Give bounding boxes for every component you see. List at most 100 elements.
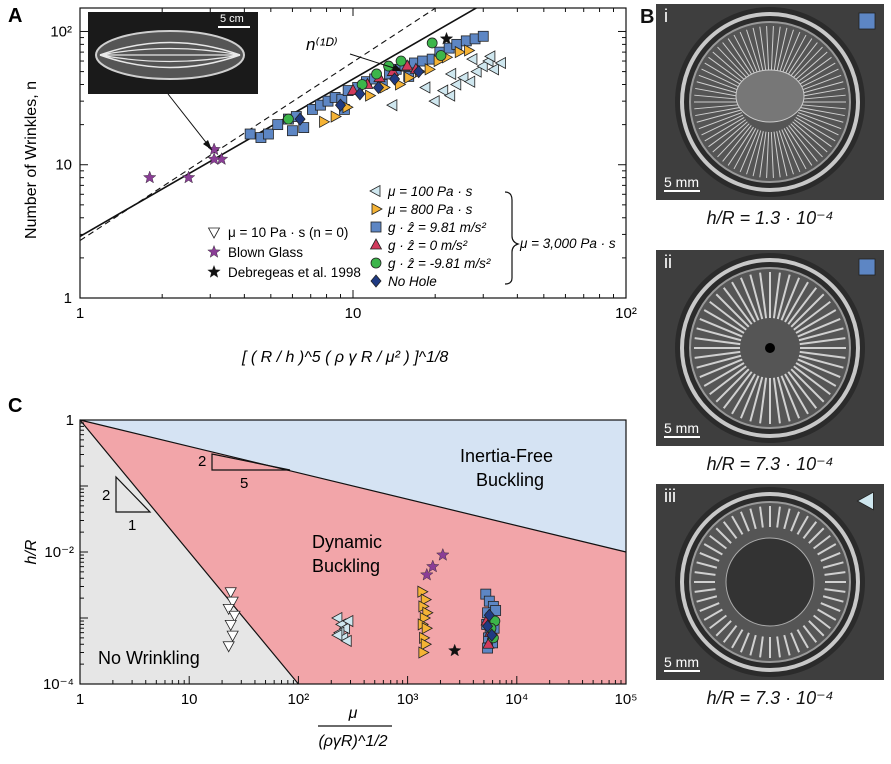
a-point bbox=[181, 170, 196, 184]
a-point bbox=[356, 79, 368, 90]
region-inertia-free-line1: Inertia-Free bbox=[460, 446, 553, 466]
a-point bbox=[365, 89, 377, 102]
panel-c-data-points bbox=[222, 547, 502, 659]
a-point bbox=[372, 80, 385, 95]
brace-label: μ = 3,000 Pa · s bbox=[519, 236, 616, 251]
inset-pointer-arrow bbox=[167, 93, 213, 151]
c-point bbox=[226, 630, 239, 642]
c-point bbox=[420, 638, 433, 651]
panel-a-ylabel: Number of Wrinkles, n bbox=[23, 81, 40, 239]
c-x-tick-label: 10⁴ bbox=[505, 691, 528, 708]
legend-marker bbox=[370, 257, 382, 269]
boundary-lower bbox=[79, 419, 299, 685]
photo-marker-square bbox=[858, 12, 876, 30]
c-point bbox=[482, 619, 494, 633]
a-point bbox=[389, 72, 401, 86]
a-point bbox=[294, 112, 306, 126]
a-point bbox=[346, 83, 360, 95]
inset-scale-label: 5 cm bbox=[220, 13, 244, 25]
c-point bbox=[226, 596, 239, 608]
c-point bbox=[338, 622, 350, 635]
c-point bbox=[421, 622, 434, 635]
a-point bbox=[319, 115, 331, 128]
a-point bbox=[464, 44, 476, 57]
theory-label: n⁽¹ᴰ⁾ bbox=[306, 35, 338, 54]
region-dynamic-line2: Buckling bbox=[312, 556, 380, 576]
photo-scale-label: 5 mm bbox=[664, 420, 699, 436]
theory-arrow-head bbox=[392, 64, 402, 71]
c-point bbox=[482, 637, 495, 649]
inset-photo-blown-glass: 5 cm bbox=[88, 12, 258, 94]
a-point bbox=[207, 152, 221, 165]
c-x-tick-label: 1 bbox=[76, 691, 84, 708]
photo-ii: ii 5 mm bbox=[656, 250, 884, 446]
photo-drawing bbox=[656, 4, 884, 200]
slope-triangle-2-5 bbox=[211, 453, 291, 471]
a-point bbox=[334, 98, 347, 112]
a-point bbox=[272, 119, 284, 131]
panel-c-ylabel: h/R bbox=[23, 539, 40, 564]
a-point bbox=[449, 78, 462, 91]
inset-arrow-head bbox=[203, 140, 212, 150]
photo-scale-label: 5 mm bbox=[664, 654, 699, 670]
theory-pointer bbox=[349, 53, 401, 71]
c-point bbox=[340, 634, 352, 648]
a-point bbox=[435, 50, 447, 61]
a-point bbox=[244, 128, 256, 140]
c-y-tick-label: 10⁻² bbox=[44, 544, 74, 561]
region-inertia-free-line2: Buckling bbox=[476, 470, 544, 490]
c-y-tick-label: 10⁻⁴ bbox=[43, 676, 74, 693]
panel-a-letter: A bbox=[8, 5, 22, 27]
c-x-tick-label: 10² bbox=[288, 691, 310, 708]
photo-iii: iii 5 mm bbox=[656, 484, 884, 680]
photo-caption: h/R = 1.3 · 10⁻⁴ bbox=[706, 208, 834, 228]
a-x-tick-label: 10 bbox=[345, 305, 362, 322]
a-y-tick-label: 1 bbox=[64, 290, 72, 307]
a-point bbox=[470, 65, 482, 78]
legend-label: g · ẑ = -9.81 m/s² bbox=[388, 256, 491, 271]
a-point bbox=[424, 63, 436, 76]
panel-a-tick-marks: 11 10 10 10² 10² bbox=[50, 8, 637, 322]
boundary-upper bbox=[79, 419, 627, 553]
c-point bbox=[224, 587, 237, 599]
photo-caption: h/R = 7.3 · 10⁻⁴ bbox=[706, 688, 834, 708]
c-point bbox=[342, 614, 354, 628]
c-point bbox=[483, 608, 495, 622]
photo-scale-bar bbox=[664, 436, 700, 438]
slope-2-5-run: 5 bbox=[240, 475, 248, 492]
a-point bbox=[444, 67, 457, 81]
panel-c-xlabel-numerator: μ bbox=[348, 705, 358, 722]
a-point bbox=[419, 81, 431, 94]
slope-triangle-2-1 bbox=[115, 475, 152, 513]
slope-2-1-rise: 2 bbox=[102, 487, 110, 504]
a-y-tick-label: 10 bbox=[55, 157, 72, 174]
legend-label: g · ẑ = 9.81 m/s² bbox=[388, 220, 486, 235]
photo-scale-bar bbox=[664, 670, 700, 672]
c-point bbox=[447, 643, 462, 657]
a-point bbox=[330, 110, 342, 123]
panel-c-tick-marks: 1 10 10² 10³ 10⁴ 10⁵ 1 10⁻² 10⁻⁴ bbox=[43, 412, 638, 708]
photo-roman-label: i bbox=[664, 6, 668, 26]
legend-label: μ = 800 Pa · s bbox=[387, 202, 473, 217]
c-point bbox=[486, 628, 498, 642]
a-point bbox=[428, 94, 440, 108]
photo-i: i 5 mm bbox=[656, 4, 884, 200]
legend-marker bbox=[370, 221, 382, 233]
photo-caption: h/R = 7.3 · 10⁻⁴ bbox=[706, 454, 834, 474]
a-point bbox=[466, 52, 478, 66]
a-point bbox=[463, 75, 476, 88]
a-point bbox=[454, 45, 467, 59]
slope-2-1-run: 1 bbox=[128, 517, 136, 534]
panel-c-xlabel-denominator: (ργR)^1/2 bbox=[318, 733, 387, 750]
a-x-tick-label: 10² bbox=[615, 305, 637, 322]
photo-roman-label: iii bbox=[664, 486, 676, 506]
a-point bbox=[404, 71, 416, 84]
panel-a-legend-right: μ = 100 Pa · s μ = 800 Pa · s g · ẑ = 9.81… bbox=[369, 184, 491, 289]
legend-marker bbox=[207, 244, 221, 258]
legend-label: μ = 100 Pa · s bbox=[387, 184, 473, 199]
legend-marker bbox=[370, 274, 382, 288]
c-point bbox=[222, 641, 235, 653]
a-point bbox=[477, 30, 489, 42]
panel-b: B i 5 mm h/R = 1.3 · 10⁻⁴ ii 5 mm h/R = 7.3 … bbox=[640, 0, 891, 764]
